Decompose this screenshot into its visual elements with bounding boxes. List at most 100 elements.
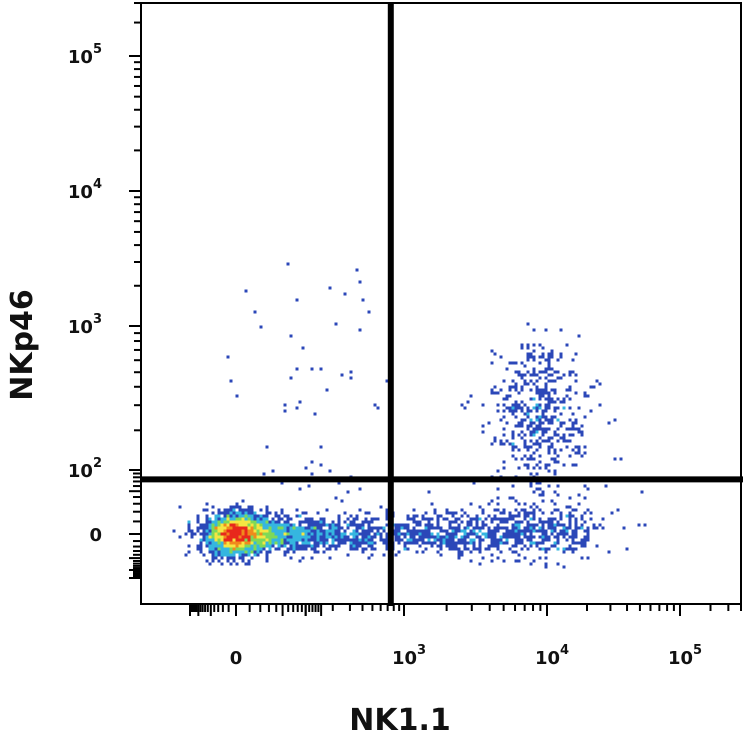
event-dot xyxy=(541,541,545,545)
event-dot xyxy=(547,484,551,488)
event-dot xyxy=(202,526,206,530)
event-dot xyxy=(202,523,206,527)
event-dot xyxy=(541,499,545,503)
event-dot xyxy=(574,421,578,425)
event-dot xyxy=(547,400,551,404)
event-dot xyxy=(469,520,473,524)
event-dot xyxy=(541,493,545,497)
event-dot xyxy=(313,538,317,542)
event-dot xyxy=(574,427,578,431)
event-dot xyxy=(556,484,560,488)
event-dot xyxy=(550,400,554,404)
event-dot xyxy=(571,358,575,362)
event-dot xyxy=(277,517,281,521)
event-dot xyxy=(265,538,269,542)
event-dot xyxy=(535,379,539,383)
event-dot xyxy=(223,532,227,536)
event-dot xyxy=(523,508,527,512)
event-dot xyxy=(205,529,209,533)
event-dot xyxy=(421,529,425,533)
event-dot xyxy=(445,538,449,542)
event-dot xyxy=(496,547,500,551)
event-dot xyxy=(238,541,242,545)
event-dot xyxy=(550,415,554,419)
event-dot xyxy=(277,523,281,527)
event-dot xyxy=(544,427,548,431)
event-dot xyxy=(262,544,266,548)
event-dot xyxy=(364,511,368,515)
event-dot xyxy=(511,403,515,407)
event-dot xyxy=(541,520,545,524)
event-dot xyxy=(496,538,500,542)
event-dot xyxy=(580,454,584,458)
y-axis-minor-ticks xyxy=(129,2,141,579)
event-dot xyxy=(415,514,419,518)
event-dot xyxy=(556,433,560,437)
event-dot xyxy=(538,436,542,440)
event-dot xyxy=(262,514,266,518)
event-dot xyxy=(241,553,245,557)
x-tick-label: 0 xyxy=(230,648,243,669)
event-dot xyxy=(277,547,281,551)
event-dot xyxy=(403,535,407,539)
event-dot xyxy=(331,520,335,524)
event-dot xyxy=(568,514,572,518)
event-dot xyxy=(541,391,545,395)
event-dot xyxy=(241,529,245,533)
event-dot xyxy=(178,535,182,539)
event-dot xyxy=(271,541,275,545)
event-dot xyxy=(337,535,341,539)
event-dot xyxy=(283,553,287,557)
event-dot xyxy=(505,439,509,443)
event-dot xyxy=(211,505,215,509)
event-dot xyxy=(406,526,410,530)
event-dot xyxy=(517,511,521,515)
event-dot xyxy=(502,532,506,536)
event-dot xyxy=(343,541,347,545)
event-dot xyxy=(241,517,245,521)
event-dot xyxy=(214,526,218,530)
event-dot xyxy=(544,562,548,566)
event-dot xyxy=(223,547,227,551)
event-dot xyxy=(385,538,389,542)
event-dot xyxy=(298,535,302,539)
event-dot xyxy=(448,526,452,530)
event-dot xyxy=(244,517,248,521)
event-dot xyxy=(337,538,341,542)
event-dot xyxy=(283,532,287,536)
event-dot xyxy=(478,547,482,551)
event-dot xyxy=(295,532,299,536)
event-dot xyxy=(271,469,275,473)
event-dot xyxy=(457,541,461,545)
event-dot xyxy=(529,430,533,434)
event-dot xyxy=(289,523,293,527)
event-dot xyxy=(235,394,239,398)
event-dot xyxy=(292,529,296,533)
event-dot xyxy=(619,457,623,461)
event-dot xyxy=(562,406,566,410)
event-dot xyxy=(328,286,332,290)
event-dot xyxy=(367,556,371,560)
event-dot xyxy=(328,535,332,539)
event-dot xyxy=(229,532,233,536)
event-dot xyxy=(601,517,605,521)
event-dot xyxy=(298,547,302,551)
event-dot xyxy=(322,538,326,542)
event-dot xyxy=(214,538,218,542)
event-dot xyxy=(436,532,440,536)
event-dot xyxy=(547,523,551,527)
event-dot xyxy=(580,430,584,434)
event-dot xyxy=(316,535,320,539)
event-dot xyxy=(220,541,224,545)
event-dot xyxy=(463,541,467,545)
event-dot xyxy=(478,538,482,542)
event-dot xyxy=(532,457,536,461)
event-dot xyxy=(445,511,449,515)
event-dot xyxy=(541,439,545,443)
event-dot xyxy=(550,523,554,527)
event-dot xyxy=(214,532,218,536)
event-dot xyxy=(412,538,416,542)
event-dot xyxy=(514,415,518,419)
event-dot xyxy=(403,526,407,530)
event-dot xyxy=(478,505,482,509)
